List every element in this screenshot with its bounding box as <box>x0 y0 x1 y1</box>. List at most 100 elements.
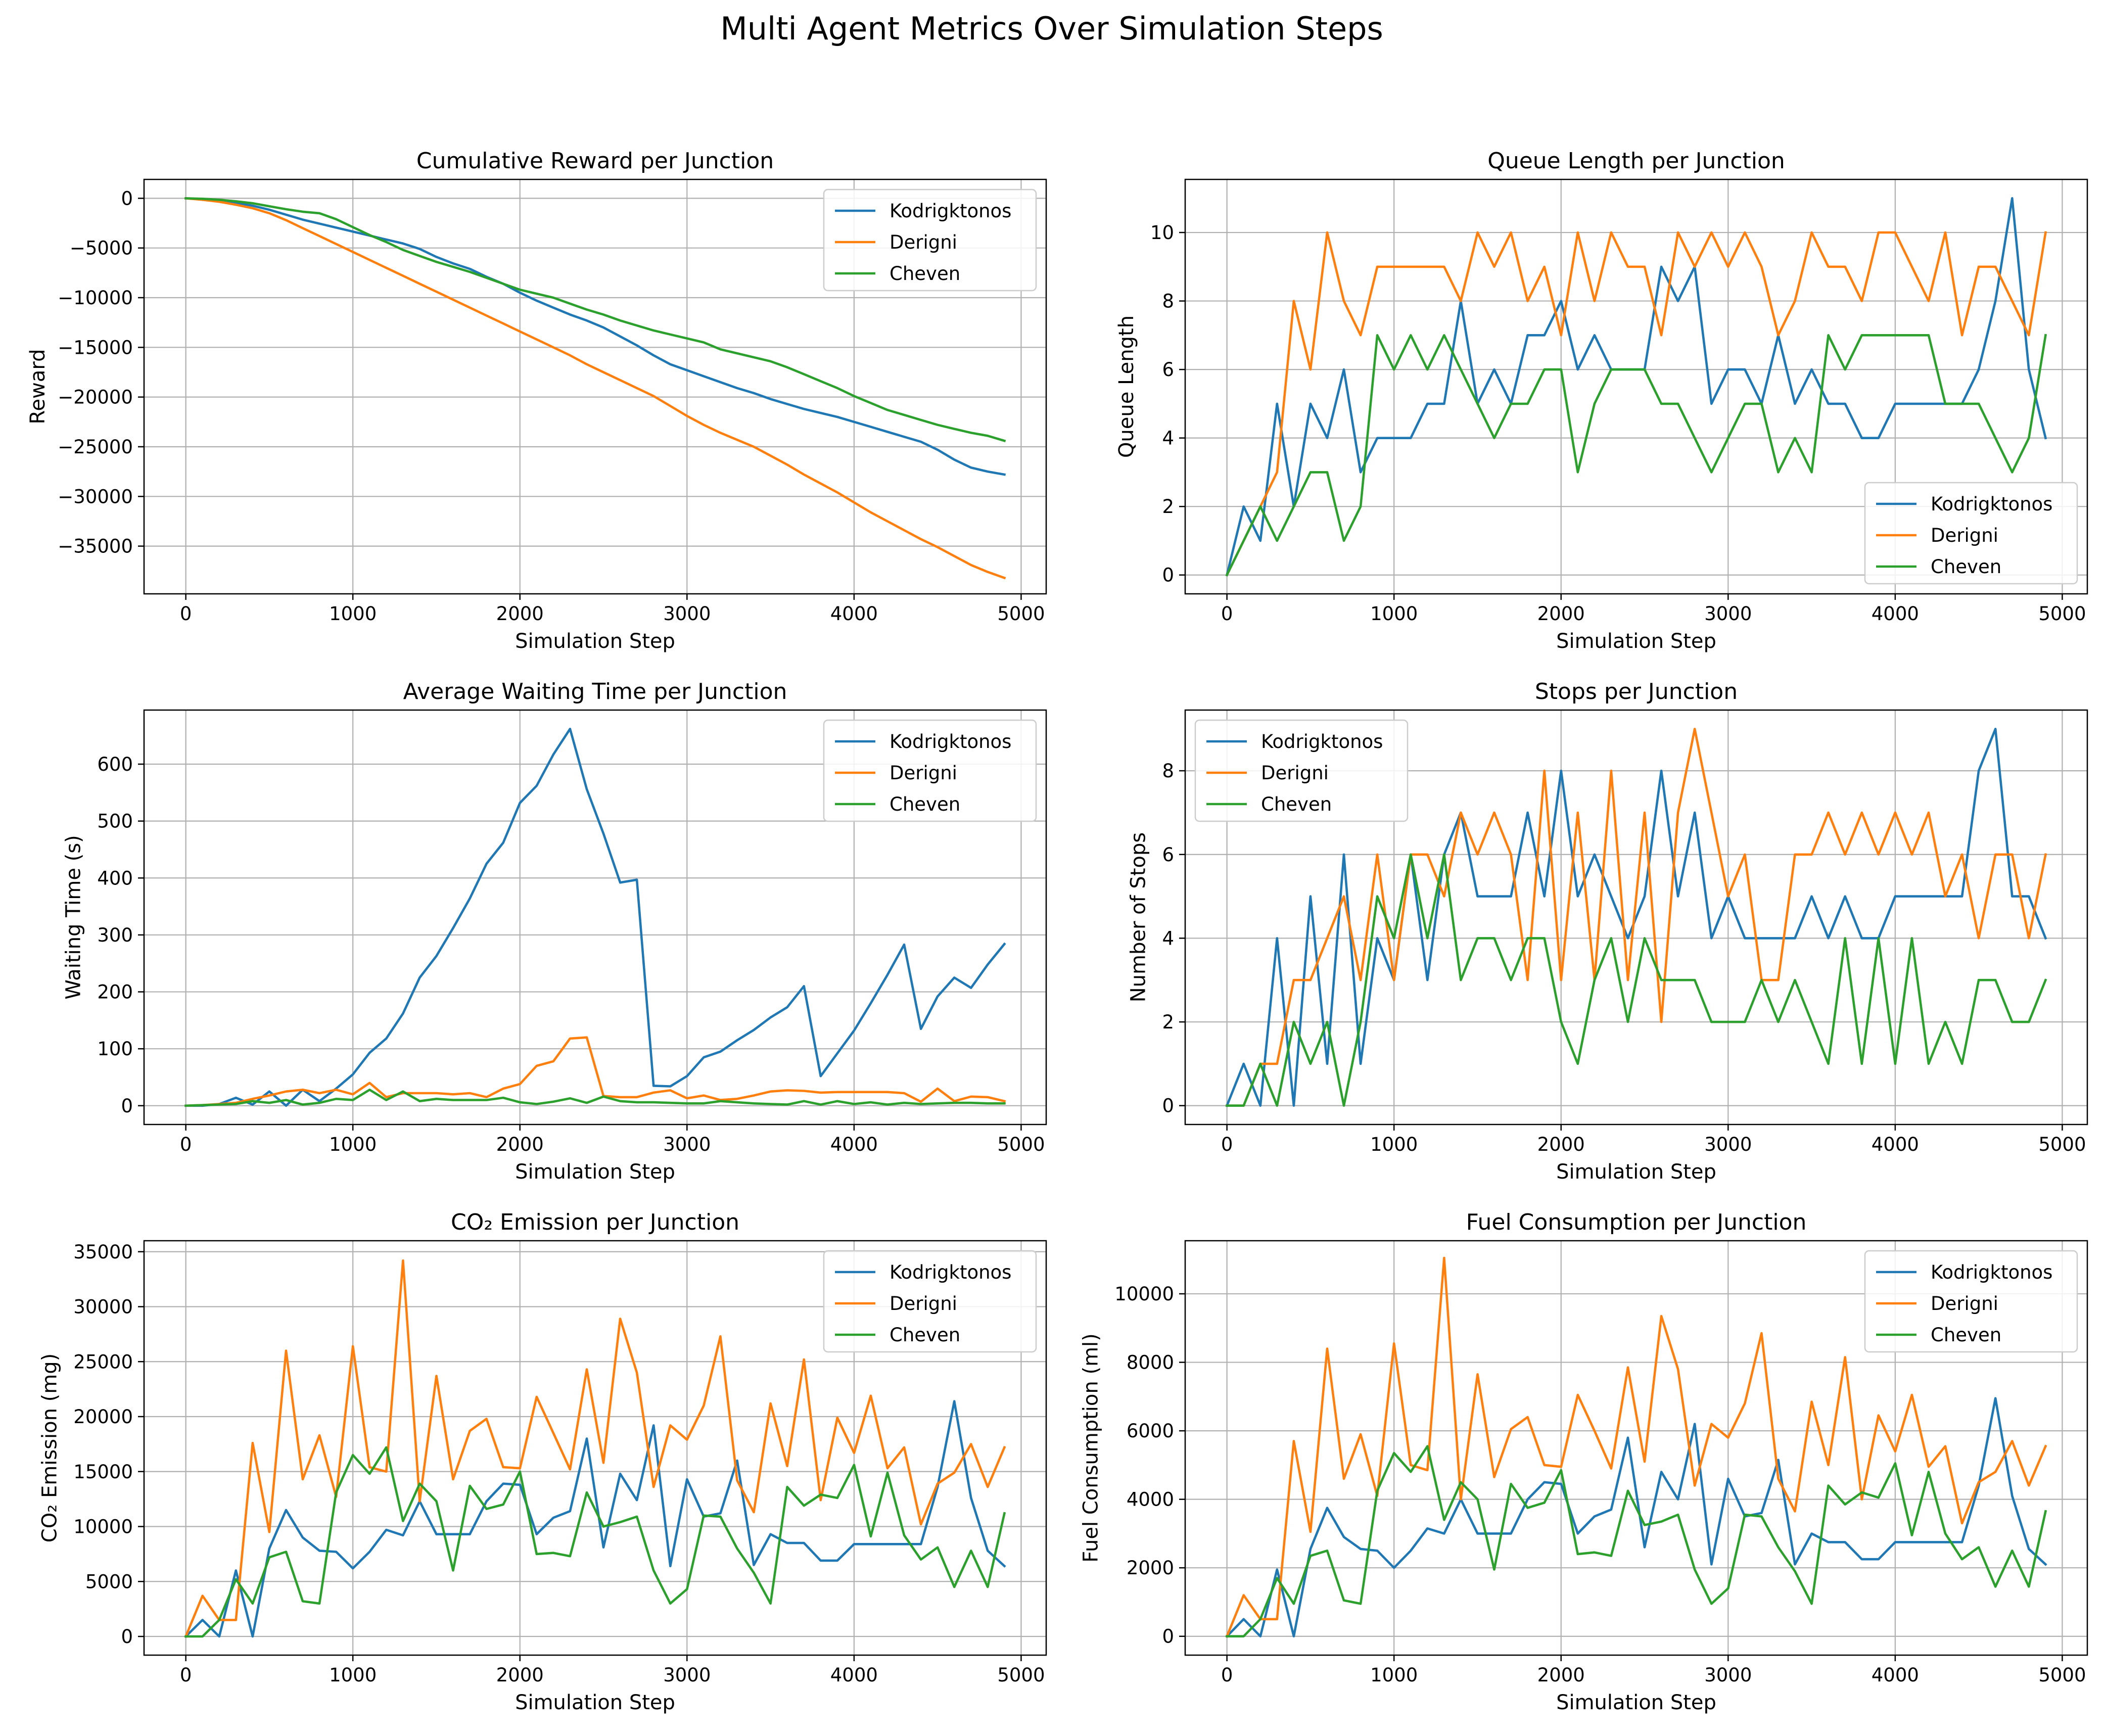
series-line-derigni <box>1225 1256 2047 1638</box>
y-tick-label: 5000 <box>85 1571 133 1592</box>
y-tick-label: 0 <box>1162 1095 1174 1117</box>
subplot-1: 0 1000 2000 3000 4000 5000 0 −5000 −10000 −15000 −… <box>26 148 1047 653</box>
x-axis-label: Simulation Step <box>1556 1691 1716 1714</box>
legend-box <box>1194 719 1409 822</box>
legend-label-kodrigktonos: Kodrigktonos <box>1931 1261 2052 1283</box>
series-line-derigni <box>184 197 1006 580</box>
legend: Kodrigktonos Derigni Cheven <box>823 189 1037 292</box>
x-tick-label: 2000 <box>1537 1664 1585 1686</box>
legend-label-cheven: Cheven <box>890 263 960 285</box>
y-tick-label: 2 <box>1162 1011 1174 1033</box>
legend: Kodrigktonos Derigni Cheven <box>1864 1250 2078 1353</box>
y-tick-label: 100 <box>97 1038 133 1060</box>
y-tick-label: −35000 <box>58 536 133 557</box>
series-line-kodrigktonos <box>1225 728 2047 1107</box>
legend-label-derigni: Derigni <box>890 762 957 784</box>
x-axis-label: Simulation Step <box>515 630 675 653</box>
x-tick-label: 0 <box>1221 1664 1233 1686</box>
x-tick-label: 4000 <box>830 603 878 625</box>
x-tick-label: 5000 <box>997 603 1045 625</box>
y-tick-label: 8000 <box>1127 1352 1174 1374</box>
x-tick-label: 1000 <box>1370 1664 1418 1686</box>
x-tick-label: 3000 <box>663 603 711 625</box>
legend-label-cheven: Cheven <box>890 1324 960 1346</box>
x-tick-label: 3000 <box>1704 1664 1752 1686</box>
x-axis-label: Simulation Step <box>515 1691 675 1714</box>
axes-frame <box>1184 1240 2088 1656</box>
series-line-kodrigktonos <box>1225 1397 2047 1638</box>
x-tick-label: 3000 <box>663 1134 711 1155</box>
legend-label-derigni: Derigni <box>1931 525 1998 546</box>
legend: Kodrigktonos Derigni Cheven <box>823 719 1037 822</box>
subplot-title: Stops per Junction <box>1535 679 1738 705</box>
series-line-cheven <box>1226 1445 2047 1637</box>
axes-frame <box>1184 178 2088 595</box>
y-tick-label: 2 <box>1162 496 1174 518</box>
x-tick-label: 1000 <box>1370 1134 1418 1155</box>
series-line-kodrigktonos <box>184 197 1006 476</box>
x-tick-label: 5000 <box>2038 603 2086 625</box>
y-tick-label: 0 <box>121 187 133 209</box>
legend-label-kodrigktonos: Kodrigktonos <box>890 200 1011 222</box>
subplots-grid: 0 1000 2000 3000 4000 50000−5000−10000−15000−… <box>26 148 2088 1714</box>
legend: Kodrigktonos Derigni Cheven <box>1194 719 1409 822</box>
series-line-kodrigktonos <box>184 1400 1006 1638</box>
y-tick-label: −15000 <box>58 337 133 358</box>
series-line-cheven <box>1225 334 2047 577</box>
legend-label-kodrigktonos: Kodrigktonos <box>1931 493 2052 515</box>
y-tick-label: 2000 <box>1127 1557 1174 1579</box>
series-line-cheven <box>184 1089 1006 1107</box>
y-tick-label: 4000 <box>1127 1489 1174 1511</box>
y-tick-label: 300 <box>97 924 133 946</box>
y-axis-label: Reward <box>26 349 50 425</box>
y-tick-label: 4 <box>1162 428 1174 449</box>
y-tick-label: −5000 <box>70 238 133 259</box>
legend-label-derigni: Derigni <box>890 1293 957 1315</box>
y-tick-label: 4 <box>1162 927 1174 949</box>
legend-label-cheven: Cheven <box>1931 1324 2001 1346</box>
x-tick-label: 4000 <box>830 1134 878 1155</box>
y-tick-label: 0 <box>121 1095 133 1117</box>
y-tick-label: −25000 <box>58 436 133 458</box>
legend-label-cheven: Cheven <box>1931 556 2001 578</box>
y-tick-label: 6000 <box>1127 1420 1174 1442</box>
y-tick-label: 8 <box>1162 291 1174 312</box>
subplot-title: Queue Length per Junction <box>1487 148 1785 174</box>
y-axis-label: CO₂ Emission (mg) <box>38 1353 62 1542</box>
series-line-cheven <box>1226 853 2047 1107</box>
y-tick-label: 10000 <box>73 1516 133 1538</box>
x-axis-label: Simulation Step <box>1556 1160 1716 1184</box>
subplot-2: 0 1000 2000 3000 4000 5000 0 2 4 6 8 10 Queue Length… <box>1115 148 2088 653</box>
y-tick-label: 500 <box>97 811 133 832</box>
series-lines <box>184 197 1006 580</box>
x-tick-label: 2000 <box>1537 1134 1585 1155</box>
y-tick-label: 20000 <box>73 1406 133 1428</box>
legend-box <box>823 1250 1037 1353</box>
legend-box <box>823 189 1037 292</box>
x-tick-label: 4000 <box>830 1664 878 1686</box>
x-tick-label: 5000 <box>997 1664 1045 1686</box>
y-tick-label: −20000 <box>58 387 133 408</box>
axes-frame <box>143 709 1047 1125</box>
x-tick-label: 1000 <box>1370 603 1418 625</box>
y-tick-label: −10000 <box>58 287 133 309</box>
x-tick-label: 0 <box>180 1134 192 1155</box>
x-tick-label: 1000 <box>329 1134 377 1155</box>
subplot-title: CO₂ Emission per Junction <box>451 1209 739 1235</box>
y-axis-label: Fuel Consumption (ml) <box>1080 1333 1103 1563</box>
axes-frame <box>143 1240 1047 1656</box>
series-line-cheven <box>184 197 1006 443</box>
subplot-5: 0 1000 2000 3000 4000 5000 0 5000 10000 15000 2000… <box>38 1209 1047 1714</box>
x-tick-label: 0 <box>180 603 192 625</box>
x-tick-label: 3000 <box>1704 1134 1752 1155</box>
series-lines <box>184 1259 1006 1638</box>
y-tick-label: 15000 <box>73 1461 133 1483</box>
x-tick-label: 0 <box>1221 603 1233 625</box>
subplot-title: Average Waiting Time per Junction <box>403 679 787 705</box>
legend-label-cheven: Cheven <box>890 793 960 815</box>
y-tick-label: 35000 <box>73 1241 133 1263</box>
x-tick-label: 0 <box>180 1664 192 1686</box>
legend: Kodrigktonos Derigni Cheven <box>1864 482 2078 585</box>
legend-box <box>823 719 1037 822</box>
